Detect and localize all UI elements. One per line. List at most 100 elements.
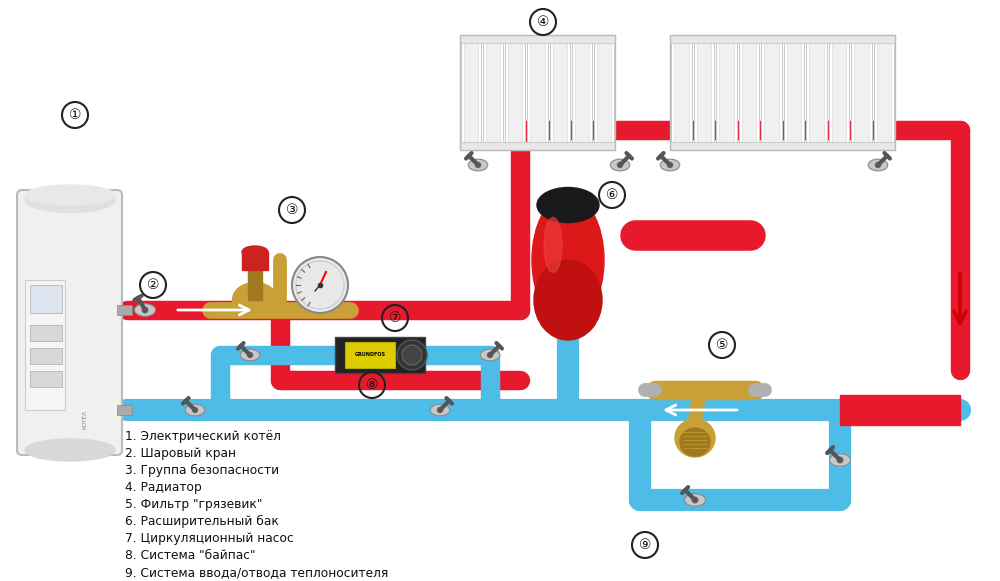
Bar xyxy=(30,348,62,364)
Bar xyxy=(840,395,960,425)
Bar xyxy=(460,35,615,150)
Bar xyxy=(530,43,545,142)
Text: ⑦: ⑦ xyxy=(389,311,401,325)
Ellipse shape xyxy=(480,349,500,361)
Bar xyxy=(696,43,711,142)
Bar xyxy=(553,43,567,142)
Bar xyxy=(806,39,826,146)
Bar xyxy=(761,39,782,146)
Bar xyxy=(575,43,589,142)
Bar xyxy=(486,43,500,142)
Bar xyxy=(30,285,62,313)
Ellipse shape xyxy=(487,352,493,358)
Text: 9. Система ввода/отвода теплоносителя: 9. Система ввода/отвода теплоносителя xyxy=(125,566,388,579)
Circle shape xyxy=(292,257,348,313)
Bar xyxy=(719,43,734,142)
Ellipse shape xyxy=(475,162,481,168)
Ellipse shape xyxy=(25,188,115,213)
Text: ②: ② xyxy=(147,278,159,292)
Ellipse shape xyxy=(142,307,148,314)
Ellipse shape xyxy=(610,159,630,171)
Ellipse shape xyxy=(134,304,156,316)
Text: 3. Группа безопасности: 3. Группа безопасности xyxy=(125,464,279,477)
Ellipse shape xyxy=(617,162,623,168)
Bar xyxy=(809,43,824,142)
Bar xyxy=(828,39,849,146)
Bar xyxy=(464,43,478,142)
Ellipse shape xyxy=(675,419,715,457)
Bar xyxy=(335,337,425,373)
Bar xyxy=(671,39,692,146)
Ellipse shape xyxy=(242,246,268,258)
Ellipse shape xyxy=(684,494,706,506)
Text: ⑨: ⑨ xyxy=(639,538,651,552)
Bar xyxy=(670,35,895,43)
Text: ③: ③ xyxy=(286,203,298,217)
Bar xyxy=(694,39,714,146)
Bar xyxy=(786,43,801,142)
FancyBboxPatch shape xyxy=(17,190,122,455)
Bar xyxy=(594,39,614,146)
Text: 4. Радиатор: 4. Радиатор xyxy=(125,481,202,494)
Bar xyxy=(242,252,268,270)
Circle shape xyxy=(402,345,422,365)
Bar xyxy=(572,39,592,146)
Ellipse shape xyxy=(247,352,253,358)
Bar xyxy=(460,35,615,43)
Text: 7. Циркуляционный насос: 7. Циркуляционный насос xyxy=(125,532,294,545)
Bar xyxy=(851,39,872,146)
Text: ⑤: ⑤ xyxy=(716,338,728,352)
Bar xyxy=(742,43,756,142)
Bar xyxy=(784,39,804,146)
Text: 1. Электрический котёл: 1. Электрический котёл xyxy=(125,430,281,443)
Bar xyxy=(674,43,688,142)
Text: 2. Шаровый кран: 2. Шаровый кран xyxy=(125,447,236,460)
Ellipse shape xyxy=(660,159,680,171)
Text: ⑧: ⑧ xyxy=(366,378,378,392)
Bar xyxy=(832,43,846,142)
Ellipse shape xyxy=(468,159,488,171)
Bar xyxy=(670,142,895,150)
Bar xyxy=(461,39,481,146)
Bar xyxy=(550,39,570,146)
Bar xyxy=(670,35,895,150)
Text: 8. Система "байпас": 8. Система "байпас" xyxy=(125,549,256,562)
Bar xyxy=(460,142,615,150)
Bar xyxy=(874,39,894,146)
Bar xyxy=(876,43,891,142)
Ellipse shape xyxy=(430,404,450,416)
Bar xyxy=(854,43,868,142)
Bar xyxy=(597,43,611,142)
Bar xyxy=(508,43,522,142)
Text: ④: ④ xyxy=(537,15,549,29)
Bar xyxy=(527,39,548,146)
Ellipse shape xyxy=(868,159,888,171)
Bar xyxy=(248,260,262,300)
Bar xyxy=(483,39,503,146)
Circle shape xyxy=(397,340,427,370)
Ellipse shape xyxy=(192,407,198,413)
Bar xyxy=(117,305,132,315)
Bar xyxy=(738,39,759,146)
Ellipse shape xyxy=(667,162,673,168)
Text: ⑥: ⑥ xyxy=(606,188,618,202)
Bar xyxy=(764,43,778,142)
Bar xyxy=(30,371,62,387)
Text: КОТЁЛ: КОТЁЛ xyxy=(82,411,88,429)
Text: GRUNDFOS: GRUNDFOS xyxy=(354,353,386,357)
Ellipse shape xyxy=(680,428,710,456)
Ellipse shape xyxy=(25,185,115,205)
Ellipse shape xyxy=(537,188,599,223)
Bar xyxy=(25,280,65,410)
Bar xyxy=(117,405,132,415)
Ellipse shape xyxy=(185,404,205,416)
Ellipse shape xyxy=(532,195,604,325)
Bar xyxy=(30,325,62,341)
Ellipse shape xyxy=(437,407,443,413)
Ellipse shape xyxy=(240,349,260,361)
Ellipse shape xyxy=(25,439,115,461)
Text: ①: ① xyxy=(69,108,81,122)
Bar xyxy=(505,39,525,146)
Bar xyxy=(716,39,736,146)
Ellipse shape xyxy=(836,457,844,464)
